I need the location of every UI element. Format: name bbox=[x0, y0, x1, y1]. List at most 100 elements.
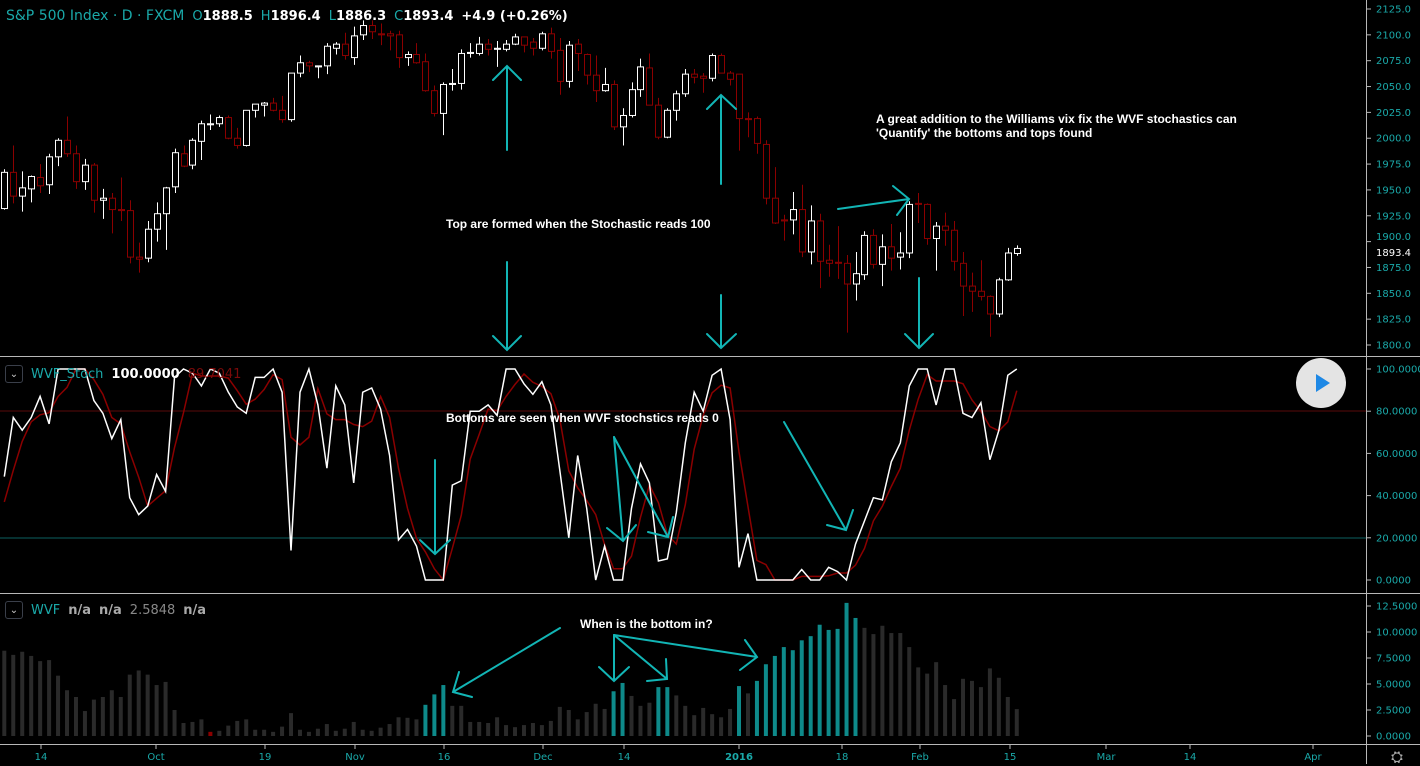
candle-body bbox=[118, 209, 125, 212]
gear-icon[interactable]: ⛭ bbox=[1391, 748, 1404, 766]
candle bbox=[279, 95, 286, 123]
symbol-title[interactable]: S&P 500 Index · D · FXCM bbox=[6, 8, 185, 24]
stoch-name[interactable]: WVF_Stoch bbox=[31, 366, 104, 382]
candle-body bbox=[1, 171, 8, 210]
arrow-down-right-icon[interactable] bbox=[613, 436, 674, 539]
arrow-down-left-icon[interactable] bbox=[451, 627, 561, 698]
wvf-bar bbox=[853, 617, 858, 736]
arrow-down-icon[interactable] bbox=[419, 459, 451, 556]
wvf-bar bbox=[306, 731, 311, 736]
wvf-bar bbox=[916, 667, 921, 736]
wvf-bar bbox=[862, 627, 867, 736]
candle bbox=[799, 184, 806, 258]
candle-body bbox=[360, 25, 367, 36]
wvf-bar bbox=[521, 725, 526, 736]
candle-body bbox=[207, 123, 214, 126]
candle-body bbox=[55, 139, 62, 158]
annotation-bottoms[interactable]: Bottoms are seen when WVF stochstics rea… bbox=[446, 411, 719, 425]
wvf-bar bbox=[29, 655, 34, 736]
arrow-right-icon[interactable] bbox=[837, 185, 911, 216]
wvf-bar bbox=[163, 681, 168, 736]
annotation-arrows[interactable] bbox=[419, 64, 934, 698]
arrow-down-right-icon[interactable] bbox=[783, 421, 854, 532]
collapse-wvf-button[interactable]: ⌄ bbox=[5, 601, 23, 619]
stoch-tick-label: 80.0000 bbox=[1376, 407, 1417, 418]
annotation-tops[interactable]: Top are formed when the Stochastic reads… bbox=[446, 217, 711, 231]
wvf-bar bbox=[297, 729, 302, 736]
arrow-down-right-icon[interactable] bbox=[613, 634, 669, 682]
annotation-bottom-question[interactable]: When is the bottom in? bbox=[580, 617, 713, 631]
arrow-down-icon[interactable] bbox=[606, 436, 637, 543]
candle bbox=[817, 213, 824, 289]
candle bbox=[431, 85, 438, 117]
wvf-bar bbox=[20, 651, 25, 736]
candle-body bbox=[969, 285, 976, 292]
arrow-down-icon[interactable] bbox=[706, 294, 737, 350]
candle bbox=[664, 108, 671, 139]
wvf-bar bbox=[315, 728, 320, 736]
wvf-bar bbox=[333, 730, 338, 736]
play-button[interactable] bbox=[1296, 358, 1346, 408]
arrow-down-icon[interactable] bbox=[904, 277, 934, 350]
candle bbox=[387, 30, 394, 51]
candle bbox=[584, 53, 591, 85]
candle-body bbox=[396, 34, 403, 59]
wvf-bar bbox=[790, 650, 795, 736]
candle-body bbox=[172, 152, 179, 188]
candle-body bbox=[136, 256, 143, 260]
candle-body bbox=[405, 53, 412, 59]
wvf-bar bbox=[728, 708, 733, 736]
annotation-addition[interactable]: A great addition to the Williams vix fix… bbox=[876, 112, 1237, 140]
candle-body bbox=[378, 33, 385, 36]
wvf-bar bbox=[118, 697, 123, 736]
arrow-down-icon[interactable] bbox=[598, 634, 630, 683]
stoch-k-value: 100.0000 bbox=[111, 366, 180, 382]
arrow-down-icon[interactable] bbox=[492, 261, 522, 352]
candle-body bbox=[431, 90, 438, 114]
wvf-name[interactable]: WVF bbox=[31, 602, 61, 618]
wvf-bar bbox=[772, 655, 777, 736]
candle bbox=[566, 41, 573, 88]
wvf-bar bbox=[226, 725, 231, 736]
candle bbox=[46, 153, 53, 195]
wvf-bar bbox=[575, 719, 580, 736]
candle bbox=[861, 231, 868, 280]
time-tick-label: Oct bbox=[147, 752, 164, 763]
arrow-up-icon[interactable] bbox=[492, 64, 522, 151]
arrow-up-icon[interactable] bbox=[706, 93, 737, 185]
candle bbox=[351, 26, 358, 65]
wvf-bar bbox=[405, 717, 410, 736]
candle bbox=[109, 193, 116, 234]
candle-body bbox=[127, 210, 134, 258]
candle-body bbox=[942, 225, 949, 231]
price-tick-label: 1800.0 bbox=[1376, 341, 1411, 352]
collapse-stoch-button[interactable]: ⌄ bbox=[5, 365, 23, 383]
wvf-bar bbox=[674, 695, 679, 736]
wvf-bar bbox=[817, 624, 822, 736]
open-label: O bbox=[192, 8, 203, 24]
wvf-bar bbox=[835, 628, 840, 736]
wvf-bar bbox=[889, 633, 894, 736]
wvf-bar bbox=[504, 725, 509, 736]
wvf-bar bbox=[244, 719, 249, 736]
candle bbox=[736, 73, 743, 151]
wvf-bar bbox=[387, 724, 392, 736]
wvf-bar bbox=[719, 717, 724, 736]
arrow-right-icon[interactable] bbox=[613, 634, 759, 671]
candle-body bbox=[799, 209, 806, 253]
candle bbox=[243, 109, 250, 147]
candle-body bbox=[575, 43, 582, 54]
candle bbox=[996, 277, 1003, 318]
candle bbox=[19, 171, 26, 212]
wvf-bar bbox=[136, 670, 141, 736]
candle bbox=[333, 42, 340, 55]
candle-body bbox=[637, 66, 644, 91]
candle bbox=[763, 140, 770, 205]
candle-body bbox=[861, 234, 868, 276]
candle bbox=[485, 38, 492, 56]
candle-body bbox=[342, 43, 349, 57]
wvf-bar bbox=[271, 731, 276, 736]
wvf-bar bbox=[566, 710, 571, 736]
candle-body bbox=[369, 25, 376, 33]
